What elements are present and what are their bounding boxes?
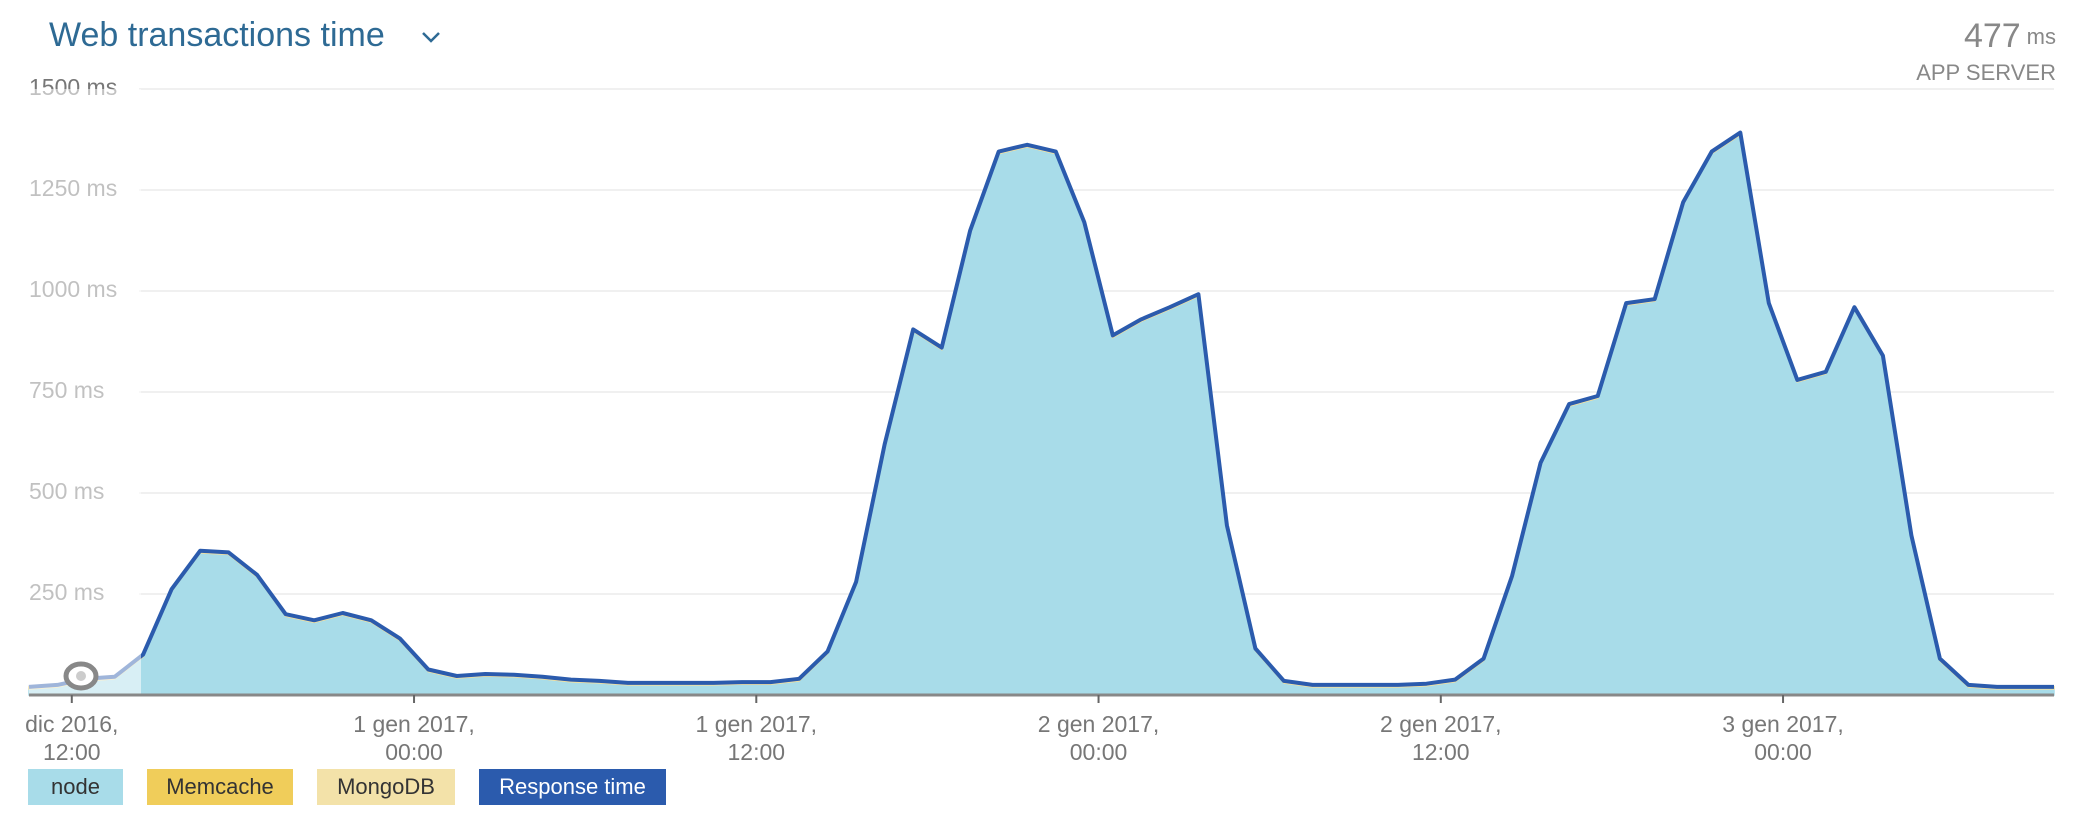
legend-swatch: [28, 769, 123, 805]
chart-title: Web transactions time: [49, 16, 385, 54]
selection-handle-dot: [76, 671, 86, 681]
legend-swatch: [479, 769, 666, 805]
x-tick-label-line: 00:00: [1070, 739, 1128, 765]
area-node: [28, 133, 2055, 696]
legend-label: Memcache: [166, 774, 274, 799]
x-tick-label-line: 2 gen 2017,: [1038, 711, 1160, 737]
x-tick-label: 2 gen 2017, 12:00: [1380, 711, 1502, 765]
title-chevron[interactable]: [422, 32, 440, 43]
selection-overlay: [29, 89, 141, 695]
x-tick-label-line: dic 2016,: [25, 711, 118, 737]
legend-swatch: [317, 769, 455, 805]
x-tick-label-line: 12:00: [43, 739, 101, 765]
x-tick-label: 3 gen 2017, 00:00: [1722, 711, 1844, 765]
x-tick-label-line: 1 gen 2017,: [696, 711, 818, 737]
x-tick-label: 1 gen 2017, 12:00: [696, 711, 818, 765]
x-tick-label-line: 12:00: [728, 739, 786, 765]
legend-label: MongoDB: [337, 774, 435, 799]
summary-value: 477: [1964, 17, 2021, 55]
x-tick-label-line: 3 gen 2017,: [1722, 711, 1844, 737]
x-tick-label-line: 00:00: [385, 739, 443, 765]
x-tick-label-line: 1 gen 2017,: [353, 711, 475, 737]
x-tick-label: dic 2016, 12:00: [25, 711, 118, 765]
x-tick-label-line: 12:00: [1412, 739, 1470, 765]
response-line: [28, 130, 2054, 689]
x-tick-label: 2 gen 2017, 00:00: [1038, 711, 1160, 765]
summary: 477 ms: [1964, 17, 2056, 55]
x-tick-label-line: 2 gen 2017,: [1380, 711, 1502, 737]
plot: 250 ms500 ms750 ms1000 ms1250 ms1500 msd…: [25, 74, 2055, 805]
legend-label: Response time: [499, 774, 646, 799]
summary-unit: ms: [2027, 24, 2056, 49]
legend-swatch: [147, 769, 293, 805]
x-tick-label-line: 00:00: [1754, 739, 1812, 765]
x-tick-label: 1 gen 2017, 00:00: [353, 711, 475, 765]
summary-label: APP SERVER: [1916, 60, 2056, 85]
legend-label: node: [51, 774, 100, 799]
